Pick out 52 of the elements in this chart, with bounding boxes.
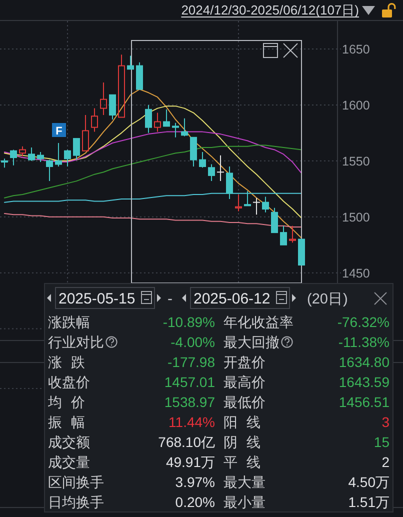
text: 1.51万 [348,494,390,510]
annotation: 最大回撤 [224,334,280,350]
text: 1538.97 [164,394,215,410]
text: 收盘价 [48,374,90,390]
text: 成交额 [48,434,90,450]
text: 阴 线 [224,434,260,450]
text: 振 幅 [48,414,85,430]
annotation: 年化收益率 [224,314,294,330]
text: 最低价 [224,394,266,410]
text: 768.10亿 [158,434,215,450]
text: -76.32% [337,314,390,330]
text: 开盘价 [224,354,266,370]
annotation: 2025-05-15 [58,290,136,308]
text: 3.97% [175,474,215,490]
text: 成交量 [48,454,90,470]
annotation: 行业对比 [48,334,104,350]
annotation: -10.89% [162,314,215,330]
text: 2024/12/30-2025/06/12(107日) [181,2,359,18]
text: 最大量 [224,474,266,490]
text: -11.38% [338,334,390,350]
text: 1456.51 [338,394,390,410]
text: 0.20% [175,494,215,510]
annotation: -4.00% [170,334,215,350]
text: 日均换手 [48,494,104,510]
text: 阳 线 [224,414,260,430]
annotation: 涨跌幅 [48,314,90,330]
text: 11.44% [168,414,215,430]
badge: F [52,123,66,138]
text: 1643.59 [338,374,390,390]
y-tick-label: 1550 [342,154,370,168]
text: 3 [382,414,390,430]
text: 区间换手 [48,474,104,490]
text: 平 线 [224,454,260,470]
text: 2 [382,454,390,470]
text: 49.91万 [166,454,215,470]
y-tick-label: 1500 [342,210,370,224]
text: (20日) [307,292,348,308]
y-tick-label: 1450 [342,266,370,280]
text: 涨 跌 [48,354,85,370]
annotation: 2025-06-12 [194,290,270,308]
text: 15 [374,434,390,450]
y-tick-label: 1600 [342,98,370,112]
text: 4.50万 [348,474,390,490]
annotation: F [56,125,63,138]
text: -177.98 [168,354,215,370]
text: 最高价 [224,374,266,390]
text: 最小量 [224,494,266,510]
annotation: - [168,290,172,308]
y-tick-label: 1650 [342,42,370,56]
text: 1634.80 [338,354,390,370]
text: 均 价 [48,394,85,410]
text: 1457.01 [164,374,215,390]
